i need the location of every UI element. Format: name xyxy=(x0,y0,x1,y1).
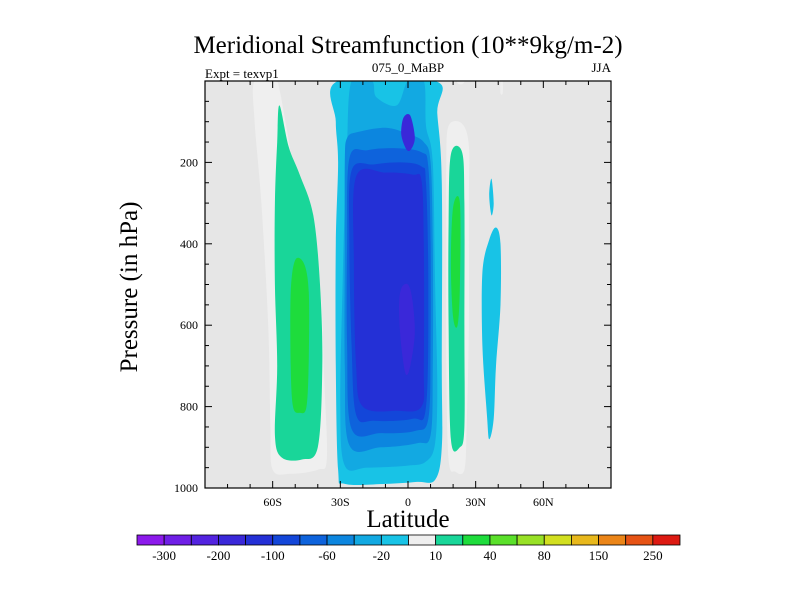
colorbar-label: -100 xyxy=(261,548,285,563)
y-axis: 200 400 600 800 1000 xyxy=(174,80,611,495)
x-tick-label: 30N xyxy=(465,495,486,509)
colorbar-swatch xyxy=(625,534,654,546)
contour-nh-cell-40 xyxy=(450,196,461,328)
time-label: 075_0_MaBP xyxy=(372,60,444,75)
colorbar-label: 40 xyxy=(483,548,496,563)
colorbar-swatch xyxy=(272,534,301,546)
contour-sh-cell-40 xyxy=(290,257,310,414)
contour-nh-neg-cell xyxy=(481,227,502,440)
colorbar-label: 80 xyxy=(538,548,551,563)
experiment-label: Expt = texvp1 xyxy=(205,66,279,81)
colorbar: -300 -200 -100 -60 -20 10 40 80 150 250 xyxy=(136,534,681,563)
x-axis: 60S 30S 0 30N 60N xyxy=(204,81,612,509)
y-axis-label: Pressure (in hPa) xyxy=(116,202,143,373)
colorbar-swatch xyxy=(299,534,328,546)
contour-eq-cell-150-b xyxy=(401,113,415,152)
colorbar-swatch xyxy=(163,534,192,546)
colorbar-label: -20 xyxy=(373,548,390,563)
colorbar-swatch xyxy=(245,534,274,546)
contour-nh-top-speck-2 xyxy=(500,81,503,95)
colorbar-swatch xyxy=(435,534,464,546)
colorbar-label: 250 xyxy=(643,548,663,563)
x-axis-label: Latitude xyxy=(366,506,449,533)
colorbar-swatch xyxy=(516,534,545,546)
colorbar-swatch xyxy=(652,534,681,546)
colorbar-swatch xyxy=(380,534,409,546)
colorbar-swatch xyxy=(543,534,572,546)
colorbar-swatch xyxy=(218,534,246,546)
y-tick-label: 200 xyxy=(180,155,198,169)
colorbar-label: 150 xyxy=(589,548,609,563)
colorbar-swatch xyxy=(571,534,599,546)
colorbar-swatch xyxy=(190,534,219,546)
contour-fill-layer xyxy=(252,81,503,486)
y-tick-label: 600 xyxy=(180,318,198,332)
colorbar-swatch xyxy=(353,534,382,546)
colorbar-swatch xyxy=(136,534,165,546)
y-tick-label: 400 xyxy=(180,237,198,251)
colorbar-swatch xyxy=(598,534,627,546)
contour-nh-neg-sliver xyxy=(489,178,494,216)
contour-eq-cell-150 xyxy=(399,283,415,376)
x-tick-label: 60N xyxy=(533,495,554,509)
contour-eq-cell-100 xyxy=(353,168,425,412)
colorbar-swatch xyxy=(326,534,355,546)
x-tick-label: 60S xyxy=(263,495,282,509)
colorbar-swatch xyxy=(408,534,437,546)
colorbar-label: -300 xyxy=(152,548,176,563)
y-tick-label: 1000 xyxy=(174,481,198,495)
contour-nh-top-speck xyxy=(456,81,465,85)
x-tick-label: 0 xyxy=(405,495,411,509)
season-label: JJA xyxy=(591,60,611,75)
colorbar-label: -60 xyxy=(318,548,335,563)
colorbar-label: 10 xyxy=(429,548,442,563)
x-tick-label: 30S xyxy=(331,495,350,509)
y-tick-label: 800 xyxy=(180,400,198,414)
chart-title: Meridional Streamfunction (10**9kg/m-2) xyxy=(193,32,622,59)
colorbar-swatch xyxy=(462,534,491,546)
colorbar-swatch xyxy=(489,534,518,546)
colorbar-label: -200 xyxy=(207,548,231,563)
